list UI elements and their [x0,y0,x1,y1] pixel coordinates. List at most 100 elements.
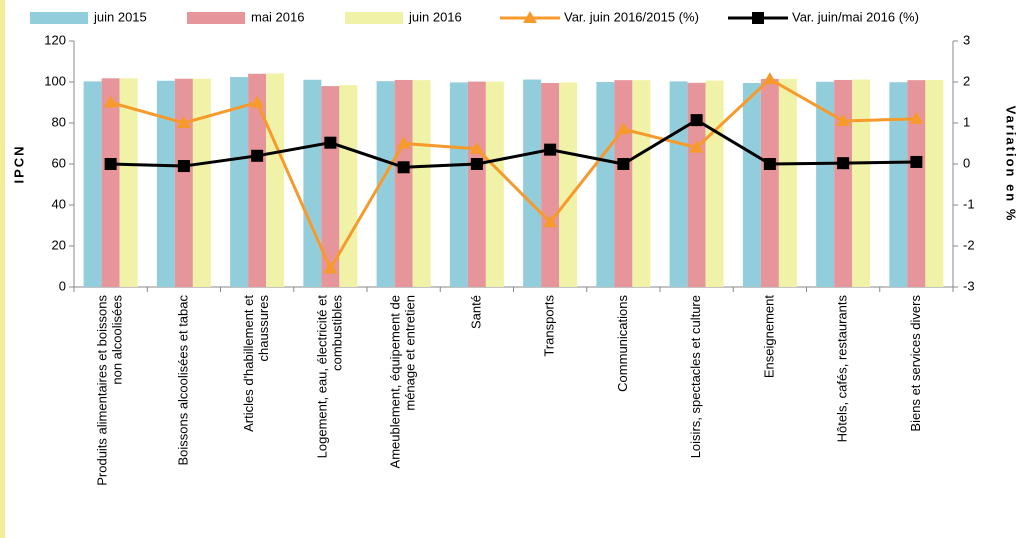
marker [103,95,118,108]
y2-tick-label: 1 [963,114,970,129]
x-tick-label: non alcoolisées [110,295,125,385]
y2-tick-label: -3 [963,278,975,293]
x-tick-label: combustibles [329,295,344,371]
y-tick-label: 40 [52,196,66,211]
x-tick-label: Ameublement, équipement de [388,295,403,468]
marker [177,160,190,173]
bar [559,82,578,287]
y2-tick-label: -1 [963,196,975,211]
marker [836,113,851,126]
bar [376,81,395,288]
bar [669,81,688,287]
marker [397,161,410,174]
y2-tick-label: -2 [963,237,975,252]
legend-label: Var. juin/mai 2016 (%) [792,9,919,24]
x-tick-label: ménage et entretien [403,295,418,411]
bar [83,81,102,287]
y-tick-label: 60 [52,155,66,170]
marker [523,11,537,23]
y2-axis-title: Variation en % [1004,106,1019,223]
marker [396,136,411,149]
bar [596,82,615,287]
x-tick-label: Transports [542,295,557,357]
bar [760,78,779,287]
bar [230,77,249,287]
bar [852,79,871,287]
bar [394,79,413,287]
bar [449,82,468,287]
x-tick-label: Articles d'habillement et [241,295,256,432]
marker [104,158,117,170]
marker [752,12,764,24]
x-tick-label: Santé [468,295,483,329]
marker [910,155,923,168]
x-tick-label: Loisirs, spectacles et culture [688,295,703,458]
bar [467,81,486,287]
legend-label: Var. juin 2016/2015 (%) [564,9,699,24]
bar [778,78,797,287]
y2-tick-label: 3 [963,32,970,47]
bar [614,80,633,287]
bar [412,80,431,287]
bar [925,79,944,287]
marker [176,116,191,128]
legend-swatch [187,12,245,24]
bar [303,79,322,288]
marker [763,158,776,170]
x-tick-label: Biens et services divers [908,295,923,432]
marker [250,95,265,108]
x-tick-label: Enseignement [761,295,776,378]
bar [523,79,542,287]
bar [321,86,340,287]
legend-label: juin 2016 [408,9,462,24]
bar [907,80,926,287]
bar [889,82,908,287]
bar [834,79,853,287]
y-axis-title: IPCN [11,144,26,183]
marker [251,149,264,162]
marker [690,114,703,127]
marker [323,261,338,274]
marker [689,140,704,153]
legend-label: juin 2015 [93,9,147,24]
bar [687,82,706,287]
y-tick-label: 0 [59,278,66,293]
y-tick-label: 120 [44,32,66,47]
bar [248,73,267,287]
y-tick-label: 80 [52,114,66,129]
bar [119,78,138,287]
marker [616,122,631,135]
line [110,118,917,169]
bar [632,80,651,287]
x-tick-label: Communications [615,295,630,392]
marker [469,141,484,154]
y2-tick-label: 0 [963,155,970,170]
bar [101,78,120,287]
x-tick-label: Produits alimentaires et boissons [95,295,110,486]
line [110,77,917,272]
bar [742,83,761,288]
side-strip [0,0,5,538]
bar [485,81,504,287]
bar [156,80,175,288]
marker [617,158,630,170]
x-tick-label: Hôtels, cafés, restaurants [835,295,850,443]
marker [543,215,558,228]
y-tick-label: 100 [44,73,66,88]
y2-tick-label: 2 [963,73,970,88]
y-tick-label: 20 [52,237,66,252]
marker [909,111,924,124]
marker [837,157,850,170]
bar [266,73,285,287]
bar [174,78,193,287]
legend-swatch [30,12,88,24]
bar [816,81,835,287]
x-tick-label: Logement, eau, électricité et [314,295,329,459]
bar [541,83,560,288]
legend-label: mai 2016 [251,9,304,24]
bar [705,80,724,287]
marker [544,143,557,156]
x-tick-label: Boissons alcoolisées et tabac [175,295,190,466]
bar [339,85,358,287]
